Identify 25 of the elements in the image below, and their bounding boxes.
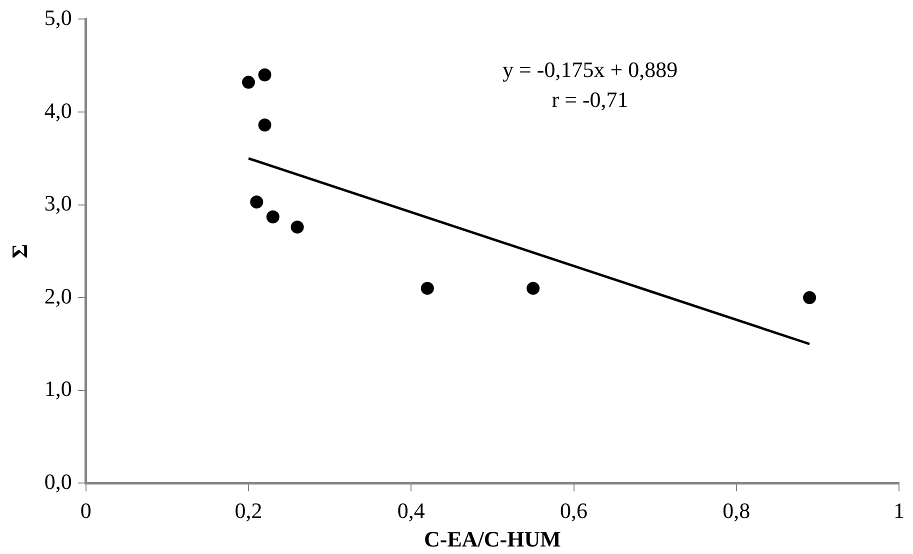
point <box>242 76 256 89</box>
y-axis-title: Σ <box>6 244 32 258</box>
y-tick-label: 3,0 <box>44 190 72 216</box>
point <box>526 282 540 295</box>
point <box>420 282 434 295</box>
point <box>258 118 272 132</box>
y-tick-label: 0,0 <box>44 468 72 494</box>
y-tick-label: 1,0 <box>44 376 72 402</box>
x-tick-label: 0,6 <box>560 498 588 524</box>
y-tick-label: 2,0 <box>44 283 72 308</box>
x-tick-label: 0,2 <box>234 498 262 524</box>
point <box>258 68 272 82</box>
point <box>290 220 304 234</box>
x-tick-label: 0 <box>80 498 92 524</box>
point <box>803 291 816 304</box>
y-tick-label: 4,0 <box>44 98 72 123</box>
x-tick-label: 0,8 <box>722 498 750 524</box>
x-axis-title: C-EA/C-HUM <box>424 526 562 552</box>
x-tick-label: 0,4 <box>397 498 425 524</box>
x-tick-label: 1 <box>894 498 904 524</box>
point <box>266 210 280 224</box>
point <box>250 196 264 209</box>
annotation: y = -0,175x + 0,889 <box>502 56 678 82</box>
y-tick-label: 5,0 <box>44 4 72 30</box>
annotation: r = -0,71 <box>552 86 628 112</box>
